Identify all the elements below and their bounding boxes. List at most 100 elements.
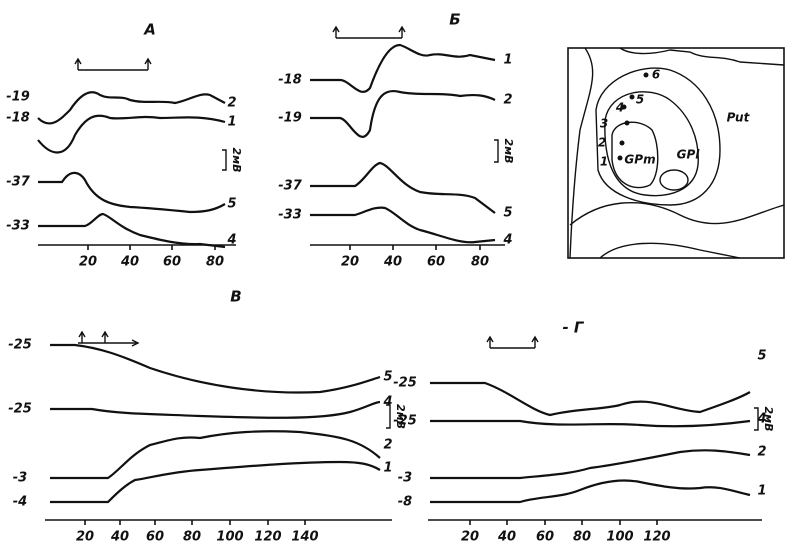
- scale-bar: [386, 404, 391, 429]
- scale-label: 2мВ: [762, 406, 775, 431]
- trace: [430, 479, 751, 504]
- stimulus-arrow: [486, 335, 494, 348]
- trace-number: 5: [757, 349, 766, 364]
- trace: [310, 43, 496, 93]
- trace-number: 2: [503, 93, 512, 108]
- stimulus-arrow: [78, 330, 86, 343]
- x-tick-label: 20: [76, 530, 94, 545]
- trace: [430, 449, 751, 480]
- trace-baseline: -33: [6, 219, 30, 234]
- trace: [310, 89, 496, 138]
- trace: [38, 171, 226, 214]
- map-label: 5: [636, 93, 644, 107]
- x-tick-label: 40: [383, 255, 402, 270]
- trace-number: 2: [757, 445, 766, 460]
- x-tick-label: 60: [163, 255, 181, 270]
- trace: [37, 91, 226, 125]
- trace: [50, 430, 381, 480]
- trace-number: 1: [383, 461, 392, 476]
- trace-baseline: -25: [8, 402, 32, 417]
- map-label: GPl: [677, 148, 701, 162]
- trace: [50, 343, 381, 394]
- trace-baseline: -3: [13, 471, 27, 486]
- map-label: Put: [727, 111, 751, 125]
- map-contour: [604, 91, 699, 197]
- map-points: [617, 72, 649, 161]
- x-tick-label: 80: [206, 255, 224, 270]
- x-tick-label: 60: [146, 530, 164, 545]
- trace-baseline: -25: [393, 376, 417, 391]
- scale-bar: [754, 407, 759, 431]
- trace: [50, 400, 381, 419]
- scale-label: 2мВ: [502, 138, 515, 163]
- map-contour: [659, 169, 689, 191]
- x-tick-label: 120: [643, 530, 670, 545]
- trace-baseline: -4: [13, 495, 27, 510]
- x-tick-label: 20: [79, 255, 97, 270]
- trace: [38, 212, 226, 249]
- x-tick-label: 20: [461, 530, 479, 545]
- trace-baseline: -18: [6, 111, 30, 126]
- panel-label: Б: [449, 11, 460, 29]
- map-label: GPm: [624, 153, 655, 167]
- scale-label: 2мВ: [230, 147, 243, 172]
- scale-bar: [222, 149, 227, 171]
- x-tick-label: 60: [427, 255, 445, 270]
- x-tick-label: 40: [120, 255, 139, 270]
- x-tick-label: 80: [183, 530, 201, 545]
- trace-number: 5: [383, 370, 392, 385]
- trace-baseline: -25: [393, 414, 417, 429]
- x-tick-label: 80: [471, 255, 489, 270]
- trace-baseline: -25: [8, 338, 32, 353]
- x-tick-label: 40: [497, 530, 516, 545]
- panel: В 20 40 60 80 100 120 140 -25 5 -25 4 -3 2 -4 1 2мВ: [8, 288, 407, 545]
- stimulus-arrow: [398, 25, 406, 38]
- trace: [310, 206, 496, 244]
- trace: [50, 460, 381, 504]
- map-contour: [595, 67, 721, 206]
- map-label: 4: [615, 101, 624, 115]
- panel: - Г 20 40 60 80 100 120 -25 5 -25 4 -3 2 -8 1 2мВ: [393, 319, 775, 545]
- trace: [430, 381, 751, 417]
- x-tick-label: 40: [110, 530, 129, 545]
- stimulus-arrow: [101, 330, 109, 343]
- scale-bar: [494, 139, 499, 163]
- trace: [37, 114, 226, 154]
- trace-baseline: -3: [398, 471, 412, 486]
- trace-number: 4: [382, 395, 392, 410]
- trace-number: 4: [502, 233, 512, 248]
- trace-baseline: -19: [6, 90, 30, 105]
- map-label: 1: [600, 155, 608, 169]
- trace: [310, 161, 496, 214]
- trace-number: 5: [227, 197, 236, 212]
- panel: Б 20 40 60 80 -18 1 -19 2 -37 5 -33 4 2мВ: [278, 11, 515, 270]
- map-frame: [567, 47, 785, 259]
- trace-number: 4: [756, 412, 766, 427]
- scale-label: 2мВ: [394, 404, 407, 429]
- panel-label: В: [230, 288, 241, 306]
- map-contour: [569, 201, 785, 226]
- map-contour: [611, 121, 659, 189]
- x-tick-label: 100: [216, 530, 243, 545]
- map-contour: [569, 47, 594, 259]
- trace-number: 1: [227, 115, 236, 130]
- map-contour: [619, 47, 785, 66]
- panel: А 20 40 60 80 -19 2 -18 1 -37 5 -33 4 2мВ: [6, 21, 243, 270]
- panel-label: - Г: [562, 319, 584, 337]
- stimulus-arrow: [74, 57, 82, 70]
- trace-baseline: -18: [278, 73, 302, 88]
- map-contour: [599, 242, 741, 259]
- trace-number: 1: [503, 53, 512, 68]
- trace-baseline: -37: [6, 175, 30, 190]
- trace-number: 5: [503, 206, 512, 221]
- map-label: 2: [598, 136, 606, 150]
- map-label: 3: [600, 117, 608, 131]
- stimulus-arrow: [131, 339, 140, 347]
- trace: [430, 419, 751, 428]
- x-tick-label: 20: [341, 255, 359, 270]
- trace-baseline: -19: [278, 111, 302, 126]
- x-tick-label: 80: [573, 530, 591, 545]
- trace-number: 1: [757, 484, 766, 499]
